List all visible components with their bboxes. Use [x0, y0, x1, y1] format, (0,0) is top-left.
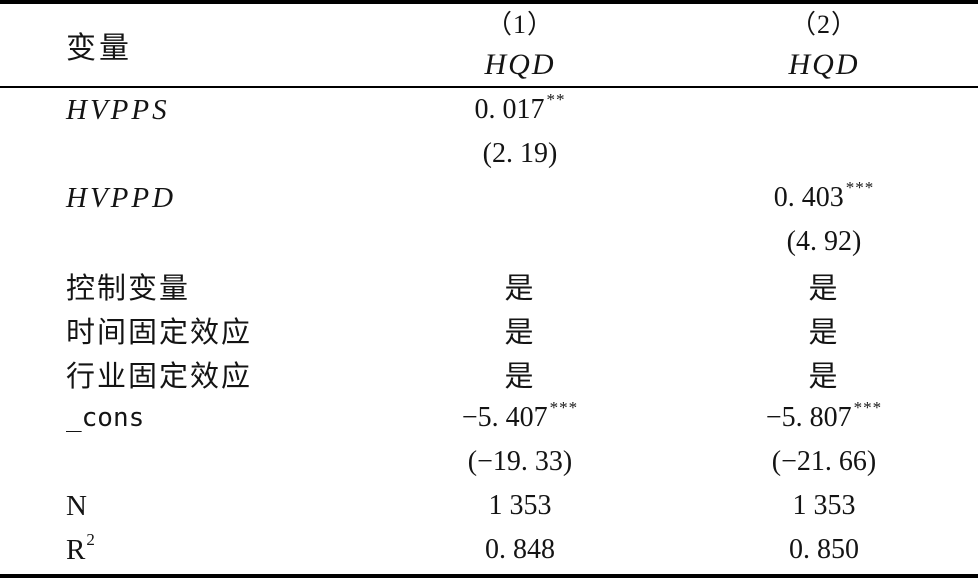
row-label-text: R — [66, 533, 86, 566]
header-column-1: （1） HQD — [370, 4, 670, 86]
cell-col1 — [370, 176, 670, 220]
cell-col1: 是 — [370, 308, 670, 352]
coefficient-value: 0. 017 — [474, 94, 545, 125]
row-label-text: 控制变量 — [66, 273, 191, 305]
cell-col1: 0. 017 ** — [474, 90, 566, 125]
row-label — [0, 440, 370, 484]
cell-col2: 1 353 — [670, 484, 978, 528]
t-statistic: (2. 19) — [482, 138, 558, 169]
table-row-cons-coef: _cons −5. 407 *** −5. 807 *** — [0, 396, 978, 440]
coefficient-value: −5. 807 — [765, 402, 852, 433]
cell-col1: 是 — [370, 352, 670, 396]
header-column-2: （2） HQD — [670, 4, 978, 86]
row-label-text: _cons — [66, 403, 145, 433]
observations-value: 1 353 — [488, 490, 552, 521]
row-label: 行业固定效应 — [0, 352, 370, 396]
t-statistic: (−21. 66) — [771, 446, 877, 477]
row-label — [0, 132, 370, 176]
cell-col1 — [370, 220, 670, 264]
cell-col1: 0. 848 — [370, 528, 670, 572]
yes-value: 是 — [808, 361, 840, 393]
table-row-cons-tstat: (−19. 33) (−21. 66) — [0, 440, 978, 484]
cell-col2: 0. 850 — [670, 528, 978, 572]
r-squared-value: 0. 850 — [789, 534, 859, 565]
yes-value: 是 — [808, 317, 840, 349]
dependent-var-1: HQD — [484, 48, 556, 81]
cell-col2: −5. 807 *** — [765, 398, 883, 433]
row-label: HVPPD — [0, 176, 370, 220]
row-label: 时间固定效应 — [0, 308, 370, 352]
row-label-text: HVPPD — [66, 181, 177, 214]
yes-value: 是 — [504, 317, 536, 349]
yes-value: 是 — [504, 273, 536, 305]
table-row-n: N 1 353 1 353 — [0, 484, 978, 528]
row-label-text: 行业固定效应 — [66, 361, 253, 393]
cell-col2 — [670, 132, 978, 176]
cell-col1: −5. 407 *** — [461, 398, 579, 433]
cell-col1: (2. 19) — [370, 132, 670, 176]
yes-value: 是 — [504, 361, 536, 393]
cell-col2 — [670, 88, 978, 132]
header-variable-label: 变量 — [0, 4, 370, 86]
variable-label-text: 变量 — [66, 32, 132, 65]
table-row-hvppd-coef: HVPPD 0. 403 *** — [0, 176, 978, 220]
cell-col2: 是 — [670, 264, 978, 308]
cell-col2: (4. 92) — [670, 220, 978, 264]
row-label: HVPPS — [0, 88, 370, 132]
row-label-text: N — [66, 489, 87, 522]
table-header: 变量 （1） HQD （2） HQD — [0, 4, 978, 88]
t-statistic: (−19. 33) — [467, 446, 573, 477]
coefficient-value: −5. 407 — [461, 402, 548, 433]
row-label-text: HVPPS — [66, 93, 170, 126]
yes-value: 是 — [808, 273, 840, 305]
table-row-time-fe: 时间固定效应 是 是 — [0, 308, 978, 352]
row-label: 控制变量 — [0, 264, 370, 308]
table-body: HVPPS 0. 017 ** (2. 19) HVPPD 0. 403 *** (… — [0, 88, 978, 572]
table-row-hvpps-tstat: (2. 19) — [0, 132, 978, 176]
table-row-controls: 控制变量 是 是 — [0, 264, 978, 308]
dependent-var-2: HQD — [788, 48, 860, 81]
cell-col1: (−19. 33) — [370, 440, 670, 484]
observations-value: 1 353 — [792, 490, 856, 521]
table-row-hvppd-tstat: (4. 92) — [0, 220, 978, 264]
table-row-industry-fe: 行业固定效应 是 是 — [0, 352, 978, 396]
cell-col2: 是 — [670, 308, 978, 352]
coefficient-value: 0. 403 — [773, 182, 844, 213]
cell-col1: 是 — [370, 264, 670, 308]
cell-col1: 1 353 — [370, 484, 670, 528]
row-label: _cons — [0, 396, 370, 440]
cell-col2: (−21. 66) — [670, 440, 978, 484]
row-label — [0, 220, 370, 264]
cell-col2: 是 — [670, 352, 978, 396]
table-row-hvpps-coef: HVPPS 0. 017 ** — [0, 88, 978, 132]
cell-col2: 0. 403 *** — [773, 178, 875, 213]
row-label: N — [0, 484, 370, 528]
model-number-2: （2） — [789, 10, 858, 39]
t-statistic: (4. 92) — [786, 226, 862, 257]
r-squared-value: 0. 848 — [485, 534, 555, 565]
row-label-text: 时间固定效应 — [66, 317, 253, 349]
model-number-1: （1） — [485, 10, 554, 39]
